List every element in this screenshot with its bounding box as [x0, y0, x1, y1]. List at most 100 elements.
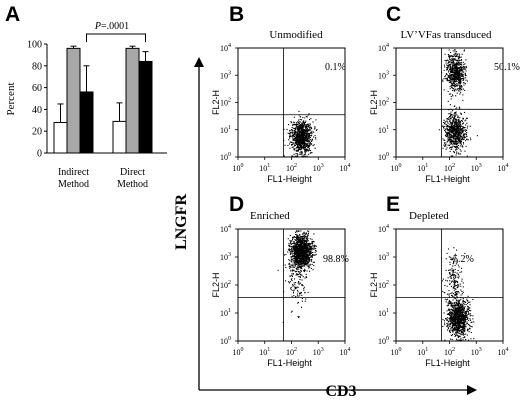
event-dot: [452, 61, 454, 63]
event-dot: [294, 251, 296, 253]
event-dot: [459, 309, 461, 311]
event-dot: [459, 77, 461, 79]
event-dot: [298, 250, 300, 252]
event-dot: [302, 124, 304, 126]
event-dot: [460, 310, 462, 312]
event-dot: [308, 134, 310, 136]
event-dot: [307, 238, 309, 240]
event-dot: [299, 267, 301, 269]
event-dot: [300, 267, 302, 269]
event-dot: [301, 248, 303, 250]
event-dot: [450, 78, 452, 80]
event-dot: [299, 143, 301, 145]
event-dot: [316, 129, 318, 131]
event-dot: [456, 92, 458, 94]
event-dot: [450, 141, 452, 143]
event-dot: [446, 310, 448, 312]
event-dot: [301, 284, 303, 286]
event-dot: [447, 65, 449, 67]
event-dot: [301, 239, 303, 241]
event-dot: [453, 262, 455, 264]
event-dot: [464, 325, 466, 327]
event-dot: [298, 131, 300, 133]
event-dot: [293, 135, 295, 137]
event-dot: [294, 286, 296, 288]
event-dot: [306, 138, 308, 140]
event-dot: [448, 132, 450, 134]
event-dot: [451, 338, 453, 340]
event-dot: [297, 133, 299, 135]
event-dot: [301, 134, 303, 136]
event-dot: [290, 129, 292, 131]
event-dot: [315, 250, 317, 252]
event-dot: [449, 136, 451, 138]
event-dot: [462, 142, 464, 144]
event-dot: [447, 137, 449, 139]
event-dot: [448, 126, 450, 128]
event-dot: [466, 132, 468, 134]
event-dot: [449, 60, 451, 62]
event-dot: [451, 116, 453, 118]
event-dot: [454, 90, 456, 92]
event-dot: [444, 66, 446, 68]
event-dot: [306, 141, 308, 143]
event-dot: [309, 238, 311, 240]
event-dot: [457, 307, 459, 309]
event-dot: [296, 135, 298, 137]
event-dot: [295, 254, 297, 256]
event-dot: [455, 329, 457, 331]
event-dot: [449, 65, 451, 67]
event-dot: [295, 242, 297, 244]
event-dot: [457, 77, 459, 79]
event-dot: [464, 252, 466, 254]
event-dot: [297, 155, 299, 157]
event-dot: [448, 133, 450, 135]
event-dot: [302, 248, 304, 250]
event-dot: [459, 77, 461, 79]
event-dot: [459, 303, 461, 305]
event-dot: [456, 325, 458, 327]
event-dot: [448, 49, 450, 51]
event-dot: [294, 130, 296, 132]
event-dot: [300, 292, 302, 294]
event-dot: [462, 130, 464, 132]
event-dot: [461, 71, 463, 73]
event-dot: [313, 144, 315, 146]
event-dot: [300, 265, 302, 267]
event-dot: [450, 139, 452, 141]
event-dot: [297, 235, 299, 237]
event-dot: [454, 116, 456, 118]
event-dot: [462, 118, 464, 120]
event-dot: [450, 111, 452, 113]
event-dot: [304, 150, 306, 152]
event-dot: [454, 132, 456, 134]
event-dot: [299, 139, 301, 141]
event-dot: [459, 71, 461, 73]
event-dot: [461, 69, 463, 71]
y-tick-label: 102: [378, 98, 389, 108]
event-dot: [451, 281, 453, 283]
event-dot: [460, 92, 462, 94]
plot-title: Enriched: [250, 210, 290, 222]
event-dot: [299, 256, 301, 258]
event-dot: [449, 133, 451, 135]
event-dot: [453, 150, 455, 152]
event-dot: [454, 65, 456, 67]
event-dot: [454, 143, 456, 145]
event-dot: [447, 139, 449, 141]
event-dot: [457, 323, 459, 325]
event-dot: [297, 247, 299, 249]
event-dot: [450, 269, 452, 271]
event-dot: [306, 277, 308, 279]
event-dot: [450, 121, 452, 123]
event-dot: [453, 126, 455, 128]
event-dot: [314, 147, 316, 149]
event-dot: [451, 295, 453, 297]
event-dot: [458, 139, 460, 141]
event-dot: [459, 137, 461, 139]
event-dot: [291, 261, 293, 263]
event-dot: [444, 284, 446, 286]
event-dot: [299, 234, 301, 236]
event-dot: [296, 230, 298, 232]
